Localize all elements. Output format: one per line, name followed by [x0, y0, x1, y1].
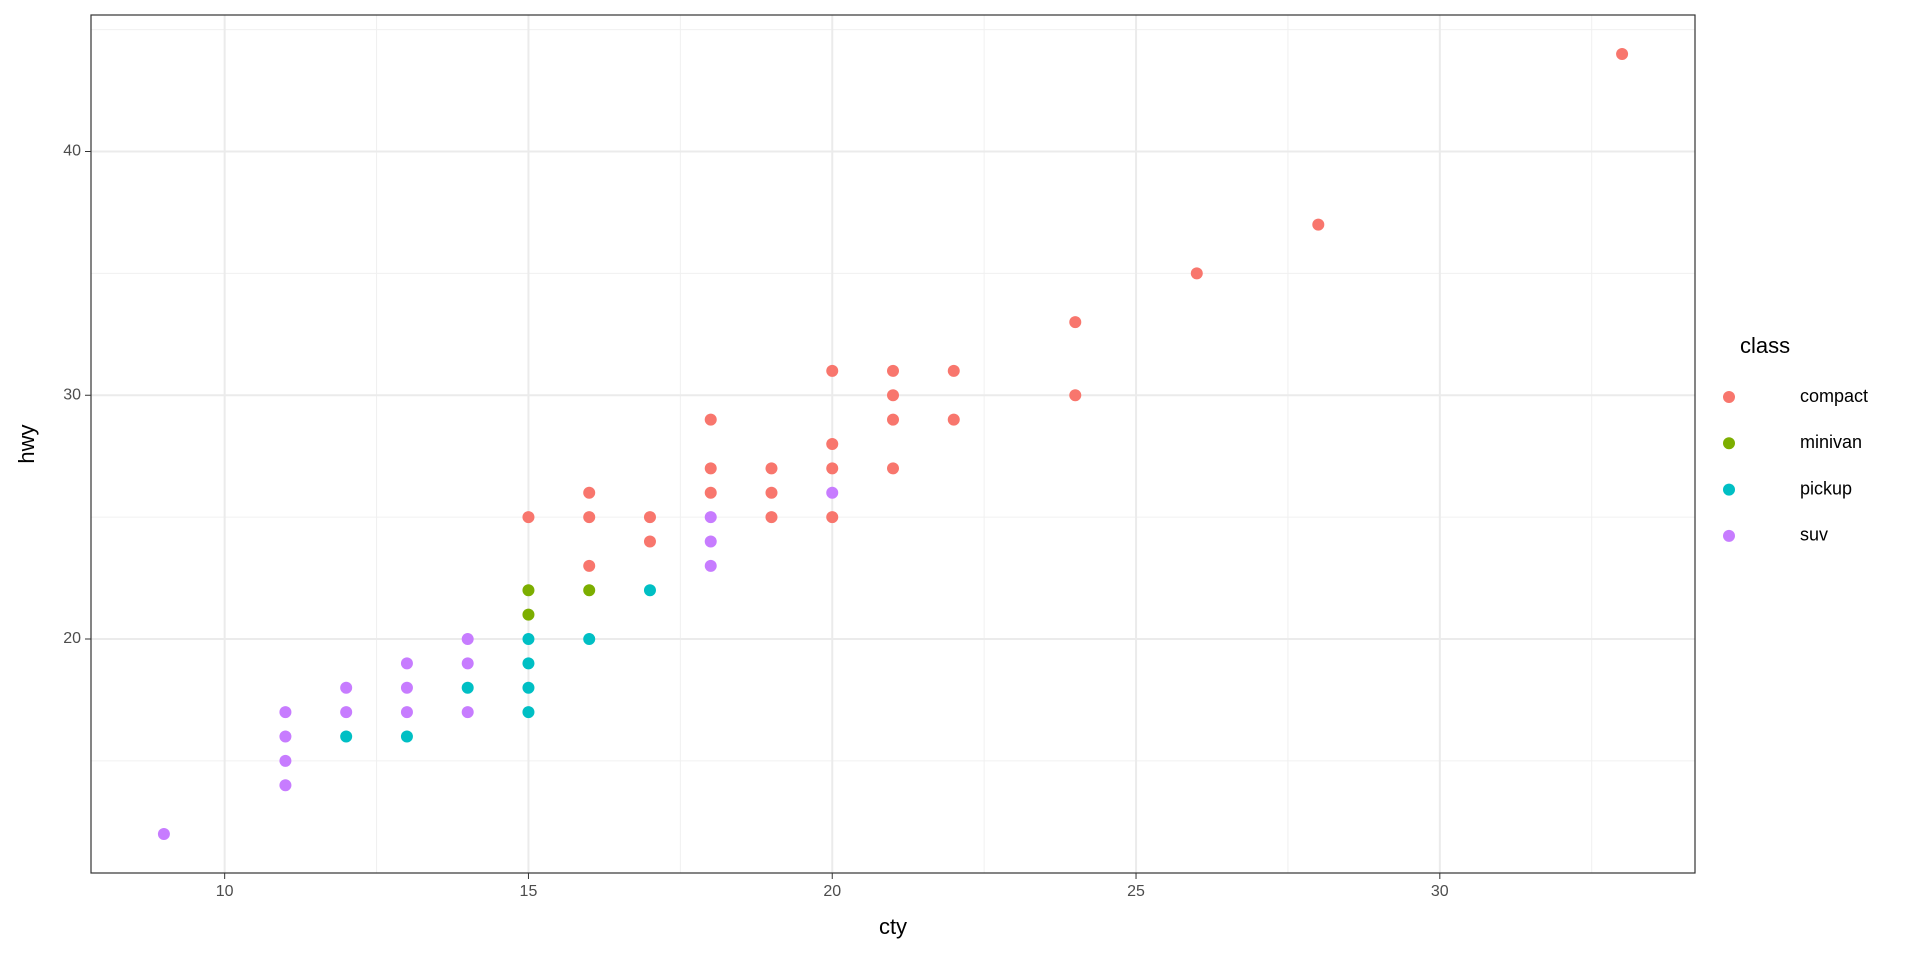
point	[704, 413, 717, 426]
point	[279, 706, 292, 719]
point	[704, 535, 717, 548]
point	[279, 754, 292, 767]
point	[826, 462, 839, 475]
panel-border	[90, 14, 1696, 874]
point	[522, 608, 535, 621]
legend-label: compact	[1800, 386, 1868, 406]
point	[826, 364, 839, 377]
point	[583, 511, 596, 524]
point	[461, 633, 474, 645]
point	[765, 511, 778, 524]
x-axis-title: cty	[879, 914, 907, 939]
point	[704, 511, 717, 524]
x-tick-label: 10	[216, 883, 234, 900]
point	[704, 559, 717, 572]
point	[400, 706, 413, 719]
point	[157, 828, 170, 840]
point	[1190, 267, 1203, 280]
point	[643, 535, 656, 548]
point	[279, 779, 292, 792]
x-tick-label: 20	[823, 883, 841, 900]
x-tick-label: 25	[1127, 883, 1145, 900]
point	[887, 364, 899, 377]
point	[522, 706, 535, 719]
y-tick-label: 20	[63, 630, 81, 647]
point	[583, 559, 596, 572]
legend-key	[1723, 483, 1735, 496]
point	[461, 681, 474, 694]
point	[1069, 389, 1082, 402]
point	[887, 413, 899, 426]
point	[522, 657, 535, 670]
x-tick-label: 15	[520, 883, 538, 900]
legend-label: minivan	[1800, 432, 1862, 452]
panel	[91, 15, 1695, 873]
y-axis-title: hwy	[14, 424, 39, 463]
point	[826, 438, 839, 450]
point	[643, 511, 656, 524]
point	[461, 706, 474, 719]
x-tick-label: 30	[1431, 883, 1449, 900]
legend-key	[1723, 529, 1735, 542]
point	[704, 486, 717, 499]
point	[643, 584, 656, 597]
point	[1069, 316, 1082, 329]
point	[279, 730, 292, 743]
point	[1616, 48, 1629, 60]
point	[583, 633, 596, 645]
y-tick-label: 40	[63, 143, 81, 160]
point	[947, 413, 960, 426]
point	[765, 462, 778, 475]
point	[887, 389, 899, 402]
point	[340, 681, 353, 694]
point	[704, 462, 717, 475]
point	[522, 511, 535, 524]
legend-key	[1723, 391, 1735, 403]
point	[522, 681, 535, 694]
point	[461, 657, 474, 670]
point	[400, 730, 413, 743]
point	[400, 681, 413, 694]
point	[947, 364, 960, 377]
point	[583, 486, 596, 499]
legend-label: pickup	[1800, 478, 1852, 498]
legend-title: class	[1740, 333, 1790, 358]
point	[1312, 218, 1325, 231]
legend-key	[1723, 437, 1735, 450]
point	[340, 730, 353, 743]
y-tick-label: 30	[63, 386, 81, 403]
point	[400, 657, 413, 670]
point	[826, 511, 839, 524]
point	[583, 584, 596, 597]
point	[522, 633, 535, 645]
point	[826, 486, 839, 499]
point	[522, 584, 535, 597]
point	[887, 462, 899, 475]
point	[765, 486, 778, 499]
point	[340, 706, 353, 719]
legend-label: suv	[1800, 525, 1828, 545]
